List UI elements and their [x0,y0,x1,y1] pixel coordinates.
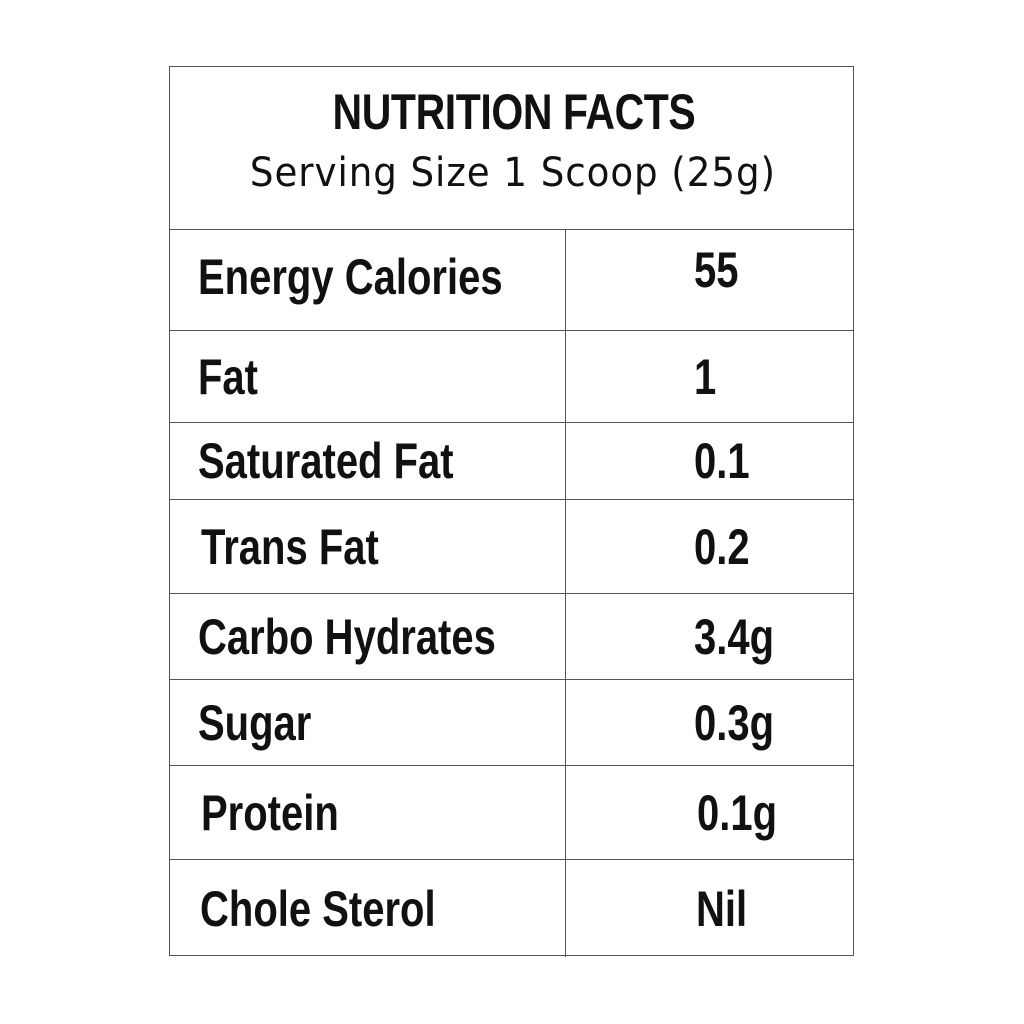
nutrient-name: Fat [198,348,258,405]
nutrient-value: 0.2 [694,518,750,575]
nutrient-name: Energy Calories [198,249,503,305]
nutrient-row-cholesterol: Chole Sterol Nil [170,860,853,957]
nutrient-row-energy-calories: Energy Calories 55 [170,230,853,331]
nutrient-value: 0.1g [697,784,778,841]
nutrient-name: Carbo Hydrates [198,608,496,665]
label-header: NUTRITION FACTS Serving Size 1 Scoop (25… [170,67,853,230]
nutrient-row-fat: Fat 1 [170,331,853,423]
nutrient-row-protein: Protein 0.1g [170,766,853,860]
nutrient-name: Chole Sterol [200,880,436,937]
nutrient-row-sugar: Sugar 0.3g [170,680,853,766]
nutrient-value: Nil [696,880,748,937]
nutrient-name: Sugar [198,694,312,751]
nutrient-value: 55 [694,242,739,298]
nutrient-name: Protein [201,784,339,841]
nutrient-value: 1 [694,348,717,405]
nutrient-row-saturated-fat: Saturated Fat 0.1 [170,423,853,500]
nutrient-name: Saturated Fat [198,433,454,489]
nutrient-name: Trans Fat [201,518,379,575]
nutrient-row-trans-fat: Trans Fat 0.2 [170,500,853,594]
nutrient-row-carbohydrates: Carbo Hydrates 3.4g [170,594,853,680]
nutrient-value: 0.3g [694,694,775,751]
label-title: NUTRITION FACTS [332,84,696,140]
nutrition-facts-label: NUTRITION FACTS Serving Size 1 Scoop (25… [169,66,854,957]
nutrient-value: 3.4g [694,608,775,665]
nutrient-value: 0.1 [694,433,750,489]
serving-size: Serving Size 1 Scoop (25g) [249,150,776,196]
